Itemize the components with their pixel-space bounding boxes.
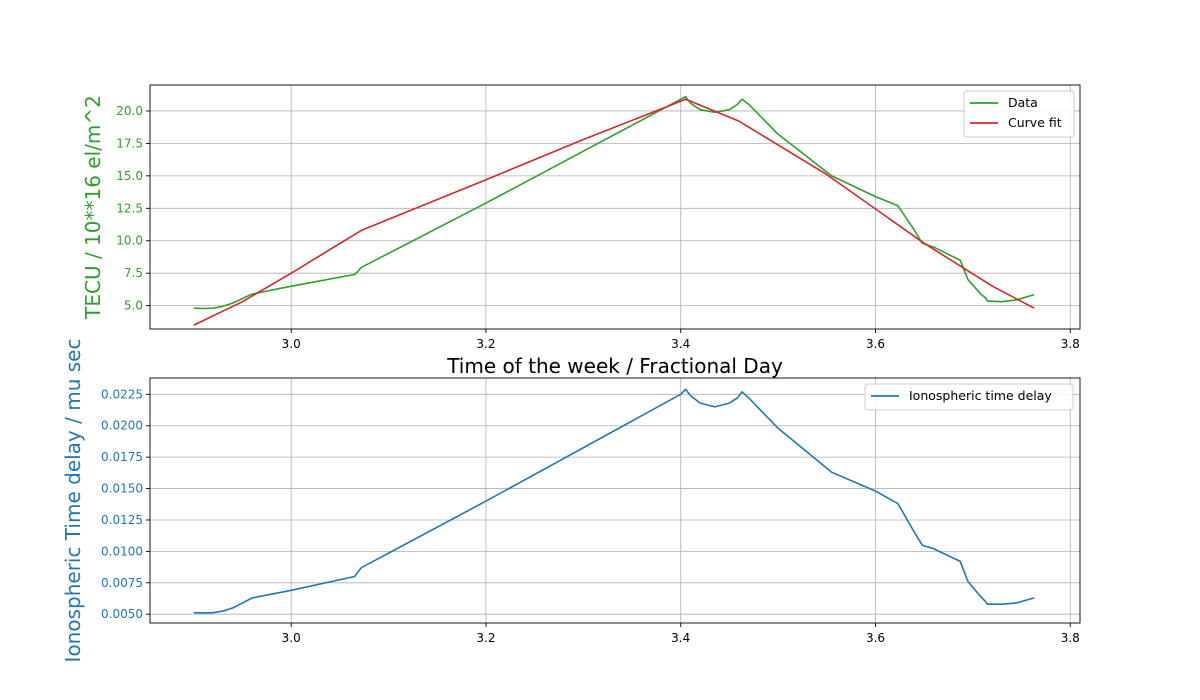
y-tick-label: 20.0 — [116, 104, 143, 118]
y-tick-label: 0.0200 — [101, 419, 143, 433]
y-tick-label: 0.0100 — [101, 544, 143, 558]
legend-label-2: Curve fit — [1008, 115, 1062, 130]
legend-label-1: Ionospheric time delay — [909, 388, 1052, 403]
axes-frame — [149, 377, 1081, 624]
legend-box — [864, 383, 1074, 411]
series-line-1 — [193, 388, 1035, 614]
legend: Ionospheric time delay — [864, 383, 1074, 411]
x-tick-label: 3.2 — [476, 631, 495, 645]
x-tick-label: 3.0 — [282, 337, 301, 351]
x-axis-label: Time of the week / Fractional Day — [446, 354, 783, 378]
y-axis-label: Ionospheric Time delay / mu sec — [61, 339, 85, 663]
y-tick-label: 5.0 — [124, 299, 143, 313]
x-tick-label: 3.0 — [282, 631, 301, 645]
x-tick-label: 3.8 — [1061, 337, 1080, 351]
x-tick-label: 3.2 — [476, 337, 495, 351]
axes-frame — [149, 84, 1081, 330]
y-axis-label: TECU / 10**16 el/m^2 — [81, 95, 105, 320]
y-tick-label: 0.0075 — [101, 576, 143, 590]
y-tick-label: 12.5 — [116, 201, 143, 215]
series-line-2 — [193, 98, 1035, 326]
chart-panel-1: 3.0 3.2 3.4 3.6 3.8 5.0 7.5 10.0 12.5 15.0 17.5 20.… — [81, 84, 1081, 378]
x-tick-label: 3.6 — [866, 631, 885, 645]
x-tick-label: 3.6 — [866, 337, 885, 351]
y-tick-label: 0.0125 — [101, 513, 143, 527]
y-tick-label: 17.5 — [116, 136, 143, 150]
series-line-1 — [193, 95, 1035, 310]
x-tick-label: 3.8 — [1061, 631, 1080, 645]
y-tick-label: 0.0150 — [101, 482, 143, 496]
y-tick-label: 0.0050 — [101, 607, 143, 621]
x-tick-label: 3.4 — [671, 337, 690, 351]
y-tick-label: 10.0 — [116, 234, 143, 248]
x-tick-label: 3.4 — [671, 631, 690, 645]
y-tick-label: 0.0175 — [101, 450, 143, 464]
chart-panel-2: 3.0 3.2 3.4 3.6 3.8 0.0050 0.0075 0.0100 0.0125 0… — [61, 339, 1081, 663]
y-tick-label: 0.0225 — [101, 387, 143, 401]
y-tick-label: 7.5 — [124, 266, 143, 280]
legend-label-1: Data — [1008, 95, 1038, 110]
legend: Data Curve fit — [963, 90, 1075, 138]
y-tick-label: 15.0 — [116, 169, 143, 183]
